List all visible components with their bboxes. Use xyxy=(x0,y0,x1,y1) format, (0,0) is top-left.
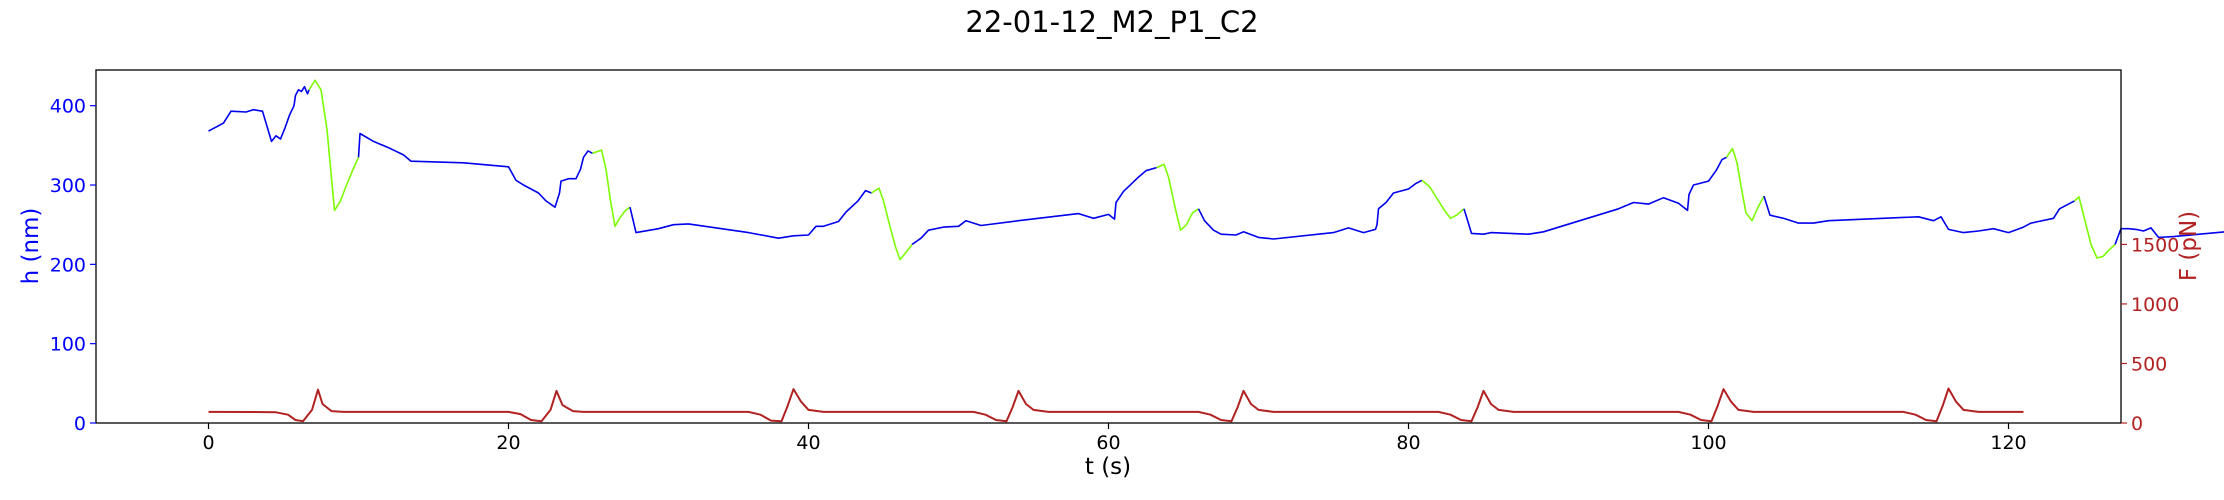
y-left-tick-label: 300 xyxy=(50,175,86,197)
y-left-tick-label: 100 xyxy=(50,334,86,356)
height-series-line-10 xyxy=(1463,156,1727,235)
height-series-line-2 xyxy=(357,132,593,208)
x-tick-label: 0 xyxy=(202,432,214,454)
y-axis-left-label: h (nm) xyxy=(18,208,44,285)
x-axis: 0 20 40 60 80 100 120 xyxy=(202,423,2027,454)
y-left-tick-label: 0 xyxy=(74,413,86,435)
height-series-line-11 xyxy=(1725,147,1765,222)
height-series-line-12 xyxy=(1763,195,2075,234)
x-tick-label: 100 xyxy=(1690,432,1726,454)
y-axis-left: 0 100 200 300 400 xyxy=(50,96,96,435)
x-axis-label: t (s) xyxy=(1085,454,1131,480)
plot-lines xyxy=(208,79,2224,423)
force-series-line-17 xyxy=(208,387,2024,423)
height-series-line-5 xyxy=(871,187,913,261)
y-right-tick-label: 1500 xyxy=(2131,234,2179,256)
x-tick-label: 60 xyxy=(1096,432,1120,454)
height-series-line-1 xyxy=(308,79,360,212)
x-tick-label: 80 xyxy=(1396,432,1420,454)
y-left-tick-label: 200 xyxy=(50,254,86,276)
plot-frame xyxy=(95,69,2122,424)
height-series-line-3 xyxy=(592,149,631,228)
height-series-line-4 xyxy=(629,189,872,239)
y-axis-right: 0 500 1000 1500 xyxy=(2121,234,2179,435)
y-right-tick-label: 1000 xyxy=(2131,294,2179,316)
y-left-tick-label: 400 xyxy=(50,96,86,118)
x-tick-label: 20 xyxy=(496,432,520,454)
y-right-tick-label: 0 xyxy=(2131,413,2143,435)
height-series-line-8 xyxy=(1197,179,1423,240)
height-series-line-0 xyxy=(208,85,310,143)
height-series-line-7 xyxy=(1156,163,1199,231)
y-right-tick-label: 500 xyxy=(2131,353,2167,375)
y-axis-right-label: F (pN) xyxy=(2176,211,2202,281)
x-tick-label: 120 xyxy=(1990,432,2026,454)
height-series-line-6 xyxy=(911,166,1157,246)
chart-title: 22-01-12_M2_P1_C2 xyxy=(965,5,1258,39)
height-series-line-9 xyxy=(1421,179,1465,220)
height-series-line-14 xyxy=(2114,227,2224,245)
height-series-line-13 xyxy=(2073,196,2116,259)
x-tick-label: 40 xyxy=(796,432,820,454)
